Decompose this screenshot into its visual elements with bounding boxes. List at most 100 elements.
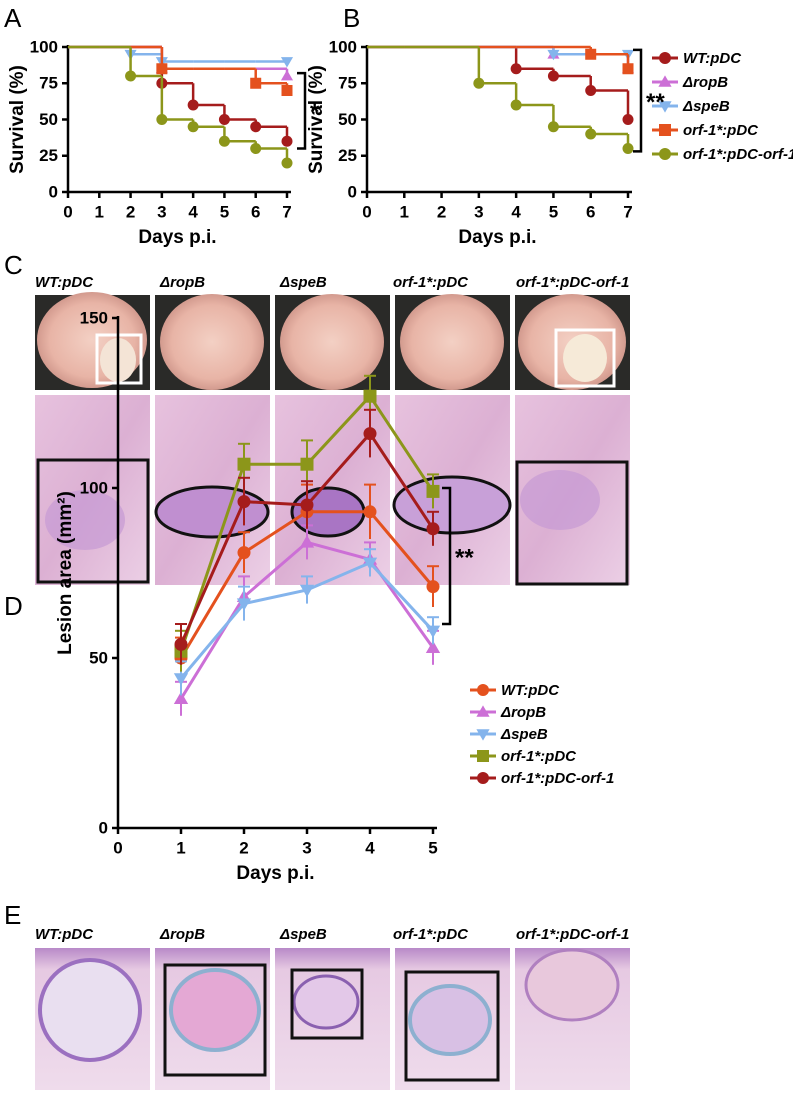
x-tick-label: 2 — [126, 202, 135, 221]
legend-label: orf-1*:pDC — [683, 122, 759, 139]
marker — [659, 148, 671, 160]
lesion — [524, 948, 620, 1022]
marker — [125, 70, 137, 82]
marker — [477, 750, 489, 762]
marker — [363, 427, 377, 441]
panel-label: A — [4, 3, 22, 33]
panel-label: D — [4, 591, 23, 621]
marker — [250, 121, 262, 133]
x-tick-label: 3 — [474, 202, 483, 221]
lesion — [45, 490, 125, 550]
marker — [659, 124, 671, 136]
x-tick-label: 5 — [549, 202, 558, 221]
highlight-box — [515, 460, 629, 586]
y-tick-label: 100 — [80, 478, 108, 497]
x-tick-label: 5 — [428, 838, 437, 857]
marker — [362, 557, 378, 570]
significance-bracket — [633, 48, 643, 153]
marker — [237, 457, 251, 471]
x-tick-label: 0 — [113, 838, 122, 857]
image-label: ΔropB — [159, 926, 205, 943]
lesion — [563, 334, 607, 382]
marker — [281, 85, 293, 96]
legend-label: WT:pDC — [501, 682, 560, 699]
marker — [237, 546, 251, 560]
panel-label: E — [4, 900, 21, 930]
image-label: WT:pDC — [35, 274, 94, 291]
marker — [585, 128, 597, 140]
highlight-box — [163, 963, 267, 1077]
highlight-box — [554, 328, 616, 388]
marker — [426, 580, 440, 594]
highlight-box — [36, 458, 150, 584]
y-tick-label: 75 — [39, 74, 58, 93]
y-tick-label: 50 — [338, 110, 357, 129]
marker — [510, 99, 522, 111]
x-tick-label: 4 — [511, 202, 521, 221]
marker — [658, 101, 672, 113]
marker — [281, 135, 293, 147]
marker — [156, 63, 168, 75]
panel-e-images — [35, 948, 630, 1090]
marker — [477, 772, 489, 784]
y-axis-label: Lesion area (mm²) — [55, 491, 76, 655]
legend-label: orf-1*:pDC — [501, 748, 577, 765]
marker — [476, 729, 490, 741]
marker — [622, 114, 634, 125]
y-tick-label: 50 — [39, 110, 58, 129]
marker — [250, 77, 262, 89]
marker — [477, 684, 489, 696]
y-tick-label: 100 — [30, 37, 58, 56]
lesion — [38, 958, 142, 1062]
marker — [300, 498, 314, 512]
marker — [187, 121, 199, 133]
marker — [425, 625, 441, 638]
marker — [510, 63, 522, 75]
legend-label: orf-1*:pDC-orf-1 — [683, 146, 793, 163]
x-tick-label: 4 — [188, 202, 198, 221]
y-tick-label: 75 — [338, 74, 357, 93]
x-tick-label: 7 — [623, 202, 632, 221]
image-label: orf-1*:pDC — [393, 274, 469, 291]
x-tick-label: 0 — [362, 202, 371, 221]
highlight-ellipse — [154, 485, 270, 539]
significance-label: ** — [455, 544, 474, 571]
x-tick-label: 5 — [220, 202, 229, 221]
photo-tissue — [400, 294, 504, 390]
legend-label: ΔropB — [682, 74, 728, 91]
legend-label: orf-1*:pDC-orf-1 — [501, 770, 614, 787]
marker — [476, 705, 490, 717]
legend-label: WT:pDC — [683, 50, 742, 67]
marker — [281, 157, 293, 169]
significance-bracket — [442, 486, 452, 626]
marker — [547, 121, 559, 133]
y-tick-label: 0 — [348, 182, 357, 201]
legend-label: ΔspeB — [500, 726, 548, 743]
marker — [173, 673, 189, 686]
significance-label: ** — [646, 89, 665, 116]
marker — [426, 484, 440, 498]
marker — [236, 598, 252, 611]
x-tick-label: 1 — [400, 202, 409, 221]
marker — [173, 691, 189, 704]
panel-c-images — [35, 292, 630, 586]
legend-label: ΔspeB — [682, 98, 730, 115]
y-tick-label: 100 — [329, 37, 357, 56]
panel-label: B — [343, 3, 360, 33]
marker — [299, 535, 315, 548]
image-label: orf-1*:pDC-orf-1 — [516, 274, 629, 291]
x-tick-label: 1 — [176, 838, 185, 857]
marker — [585, 48, 597, 60]
marker — [622, 63, 634, 75]
marker — [174, 637, 188, 651]
marker — [299, 584, 315, 598]
marker — [426, 522, 440, 536]
y-tick-label: 50 — [89, 648, 108, 667]
lesion — [408, 984, 492, 1056]
highlight-box — [290, 968, 364, 1040]
x-tick-label: 6 — [586, 202, 595, 221]
marker — [280, 57, 294, 68]
y-tick-label: 150 — [80, 308, 108, 327]
image-label: WT:pDC — [35, 926, 94, 943]
